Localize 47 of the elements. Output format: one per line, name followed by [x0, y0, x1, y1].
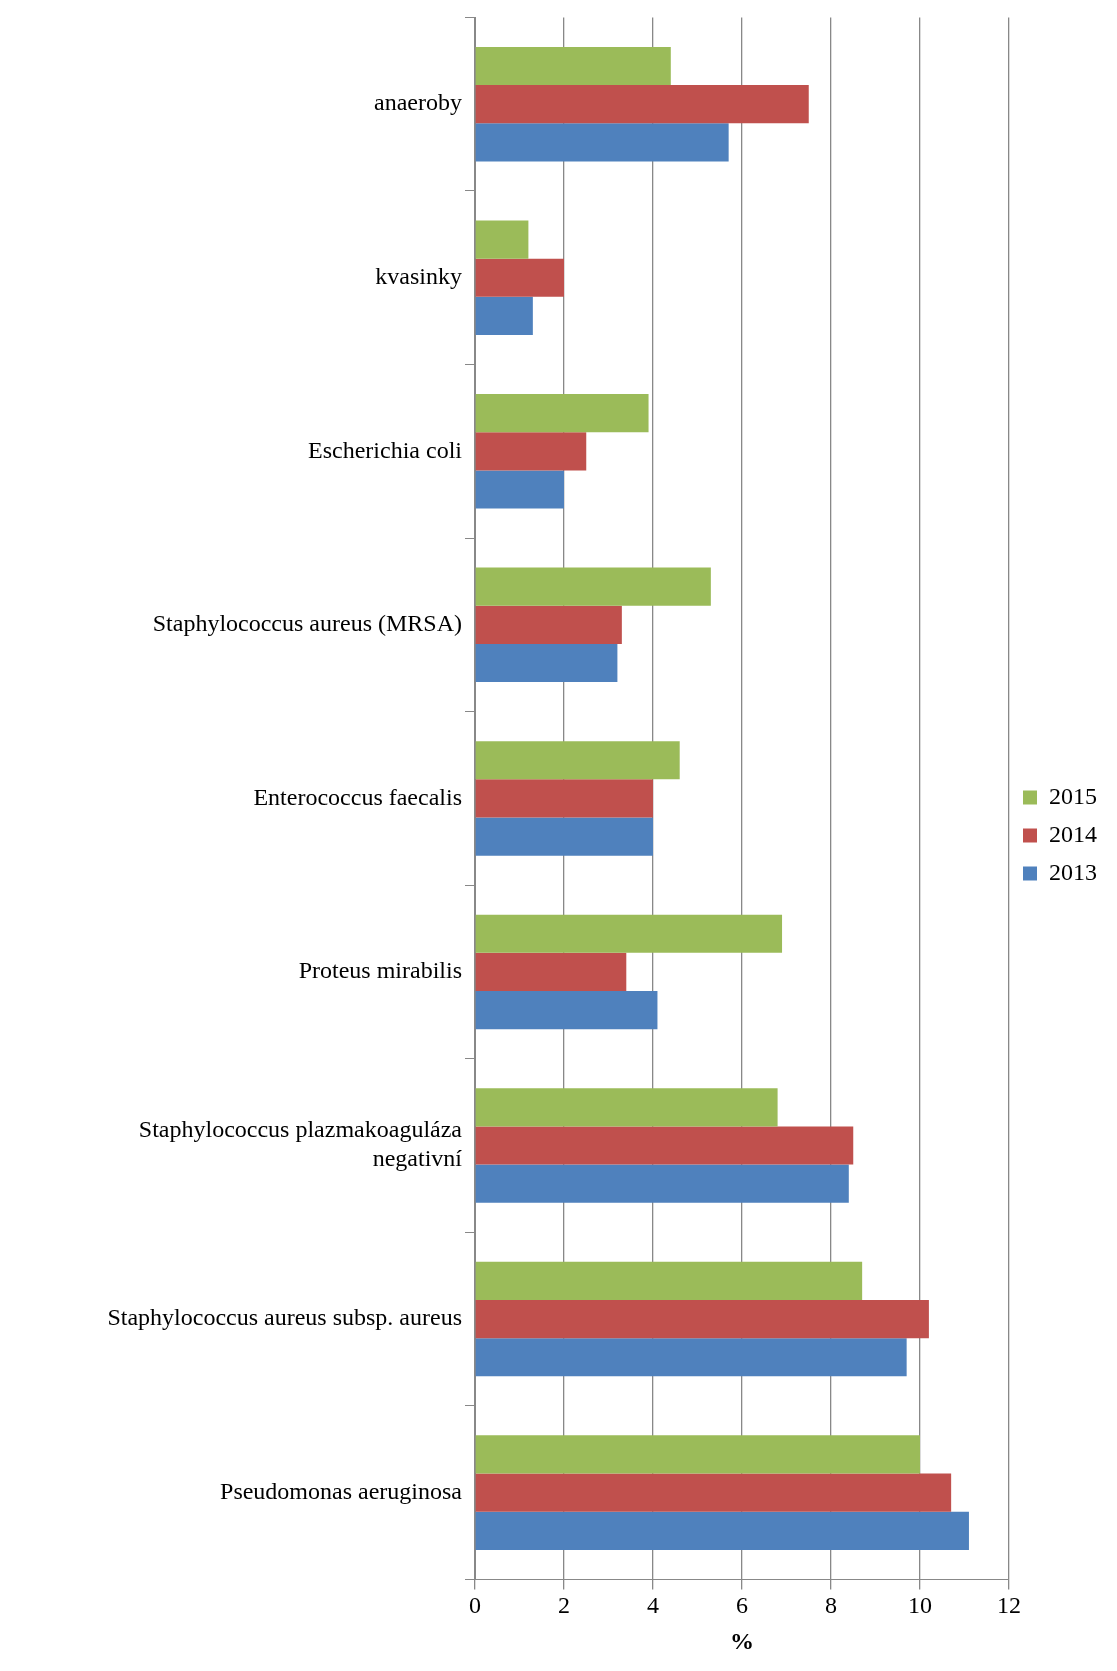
bar	[475, 1338, 907, 1377]
x-tick-label: 12	[997, 1592, 1021, 1619]
bar	[475, 470, 564, 509]
x-tick-label: 2	[558, 1592, 570, 1619]
x-tick-label: 4	[647, 1592, 659, 1619]
y-tick-label: Enterococcus faecalis	[253, 783, 462, 810]
bar	[475, 1511, 969, 1550]
bar	[475, 643, 618, 683]
bar	[475, 296, 533, 336]
legend-label: 2014	[1049, 820, 1097, 847]
bar	[475, 1261, 863, 1300]
x-tick-label: 8	[825, 1592, 837, 1619]
y-tick-label: Proteus mirabilis	[298, 957, 462, 984]
bar	[475, 952, 627, 992]
legend-label: 2015	[1049, 782, 1097, 809]
bar	[475, 1473, 952, 1512]
y-tick-label: anaeroby	[374, 89, 462, 116]
bar	[475, 914, 783, 953]
x-tick-label: 6	[736, 1592, 748, 1619]
bar	[475, 567, 711, 606]
bar	[475, 741, 680, 780]
y-tick-label: kvasinky	[375, 263, 462, 290]
y-tick-label: Staphylococcus aureus (MRSA)	[152, 610, 462, 637]
bar	[475, 1435, 920, 1474]
bar	[475, 46, 671, 86]
y-tick-label: Staphylococcus aureus subsp. aureus	[107, 1304, 462, 1331]
bar	[475, 258, 564, 297]
bar	[475, 123, 729, 162]
bar	[475, 817, 653, 856]
y-tick-label: Pseudomonas aeruginosa	[220, 1477, 463, 1504]
bar	[475, 85, 809, 124]
bar	[475, 220, 529, 259]
y-tick-label: Escherichia coli	[308, 436, 463, 463]
bar	[475, 1126, 854, 1165]
bar	[475, 1088, 778, 1127]
bar	[475, 779, 653, 818]
bar	[475, 1299, 929, 1339]
bar	[475, 991, 658, 1030]
x-tick-label: 0	[469, 1592, 481, 1619]
bar	[475, 1164, 849, 1203]
legend-label: 2013	[1049, 858, 1097, 885]
bar	[475, 432, 587, 471]
bar	[475, 394, 649, 433]
x-tick-label: 10	[908, 1592, 932, 1619]
y-tick-label: Staphylococcus plazmakoaguláza negativní	[138, 1116, 463, 1172]
x-axis-title: %	[730, 1627, 754, 1654]
bar	[475, 605, 622, 644]
